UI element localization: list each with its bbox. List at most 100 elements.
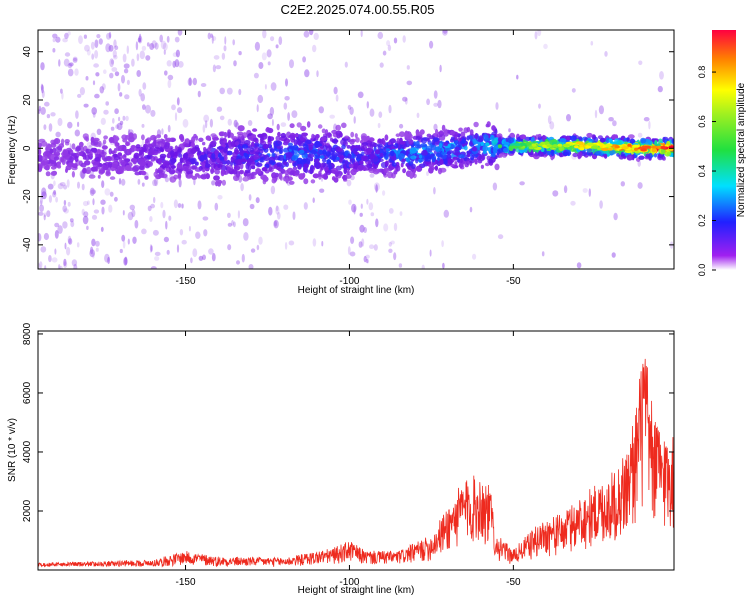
spectrogram-ridge-cell	[457, 137, 462, 142]
spectrogram-ridge-cell	[300, 125, 307, 132]
spectrogram-ridge-cell	[150, 155, 156, 162]
spectrogram-ridge-cell	[235, 141, 240, 146]
spectrogram-noise-cell	[304, 69, 310, 78]
spectrogram-noise-cell	[132, 236, 137, 244]
spectrogram-ridge-cell	[267, 127, 274, 134]
spectrogram-ridge-cell	[111, 164, 118, 168]
spectrogram-noise-cell	[177, 107, 183, 114]
spectrogram-ridge-cell	[74, 155, 79, 163]
spectrogram-ridge-cell	[280, 168, 286, 174]
spectrogram-noise-cell	[137, 35, 143, 44]
spectrogram-noise-cell	[350, 236, 355, 244]
spectrogram-ridge-cell	[247, 165, 252, 171]
spectrogram-ridge-cell	[383, 167, 390, 174]
spectrogram-noise-cell	[406, 80, 413, 86]
spectrogram-noise-cell	[363, 227, 368, 233]
spectrogram-noise-cell	[255, 197, 260, 204]
spectrogram-noise-cell	[121, 234, 126, 242]
spectrogram-noise-cell	[508, 128, 511, 133]
spectrogram-ridge-cell	[226, 150, 233, 156]
spectrogram-ridge-cell	[645, 153, 651, 159]
spectrogram-noise-cell	[55, 196, 58, 203]
spectrogram-ridge-cell	[242, 144, 248, 149]
spectrogram-ridge-cell	[400, 162, 404, 168]
snr-x-tick-label: -150	[176, 577, 196, 588]
spectrogram-noise-cell	[216, 106, 223, 112]
spectrogram-ridge-cell	[124, 135, 130, 140]
spectrogram-ridge-cell	[497, 137, 502, 143]
spectrogram-noise-cell	[388, 208, 394, 214]
spectrogram-ridge-cell	[268, 166, 273, 171]
spectrogram-core-cell	[660, 146, 667, 150]
spectrogram-ridge-cell	[101, 145, 108, 150]
spectrogram-ridge-cell	[123, 146, 127, 154]
spectrogram-noise-cell	[150, 266, 157, 269]
spectrogram-noise-cell	[404, 97, 408, 105]
spectrogram-ridge-cell	[419, 129, 425, 135]
spectrogram-noise-cell	[534, 31, 538, 40]
spectrogram-ridge-cell	[469, 129, 474, 136]
spectrogram-ridge-cell	[450, 136, 455, 141]
spectrogram-noise-cell	[100, 117, 106, 125]
spectrogram-noise-cell	[94, 39, 99, 48]
colorbar-label: Normalized spectral amplitude	[736, 82, 747, 217]
spectrogram-noise-cell	[89, 187, 95, 196]
spectrogram-noise-cell	[226, 87, 233, 95]
spectrogram-noise-cell	[142, 104, 146, 110]
spectrogram-noise-cell	[154, 256, 160, 261]
spectrogram-ridge-cell	[626, 137, 630, 142]
spectrogram-ridge-cell	[485, 142, 490, 147]
spectrogram-ridge-cell	[309, 167, 314, 175]
spectrogram-noise-cell	[101, 206, 105, 215]
spectrogram-noise-cell	[168, 215, 172, 221]
spectrogram-heatmap	[38, 30, 674, 269]
spectrogram-noise-cell	[57, 264, 61, 269]
spectrogram-noise-cell	[107, 256, 110, 264]
spectrogram-ridge-cell	[289, 145, 295, 150]
spectrogram-ridge-cell	[153, 139, 157, 147]
spectrogram-noise-cell	[233, 119, 238, 128]
spectrogram-ridge-cell	[374, 168, 381, 173]
spectrogram-ridge-cell	[219, 137, 225, 142]
spectrogram-ridge-cell	[463, 145, 468, 151]
spectrogram-ridge-cell	[202, 168, 206, 173]
spectrogram-ridge-cell	[301, 132, 308, 137]
spectrogram-ridge-cell	[170, 158, 177, 164]
spectrogram-noise-cell	[44, 101, 50, 107]
spectrogram-noise-cell	[113, 39, 117, 48]
spectrogram-ridge-cell	[133, 164, 140, 172]
spectrogram-noise-cell	[125, 115, 129, 122]
spectrogram-ridge-cell	[133, 152, 140, 159]
spectrogram-ridge-cell	[210, 140, 217, 146]
spectrogram-ridge-cell	[346, 145, 351, 149]
spectrogram-ridge-cell	[395, 164, 401, 172]
spectrogram-noise-cell	[570, 200, 576, 206]
spectrogram-ridge-cell	[70, 163, 77, 168]
spectrogram-ridge-cell	[50, 160, 57, 164]
snr-y-tick-label: 4000	[22, 440, 33, 463]
spectrogram-noise-cell	[141, 139, 145, 146]
spectrogram-ridge-cell	[116, 145, 121, 152]
spectrogram-noise-cell	[643, 117, 650, 122]
spectrogram-ridge-cell	[588, 152, 593, 157]
spectrogram-ridge-cell	[158, 143, 165, 149]
spectrogram-ridge-cell	[58, 143, 65, 149]
spectrogram-ridge-cell	[230, 140, 236, 148]
spectrogram-noise-cell	[40, 246, 47, 253]
spectrogram-noise-cell	[52, 48, 56, 53]
spectrogram-noise-cell	[312, 44, 317, 53]
spectrogram-noise-cell	[59, 265, 63, 269]
spectrogram-ridge-cell	[104, 156, 112, 161]
spectrogram-noise-cell	[57, 225, 63, 234]
spectrogram-ridge-cell	[128, 132, 134, 140]
spectrogram-noise-cell	[99, 86, 105, 94]
spectrogram-ridge-cell	[50, 165, 57, 170]
spectrogram-ridge-cell	[156, 134, 162, 139]
spectrogram-ridge-cell	[485, 123, 490, 128]
spectrogram-noise-cell	[393, 37, 398, 44]
spectrogram-ridge-cell	[184, 143, 190, 148]
spectrogram-ridge-cell	[314, 154, 319, 160]
spectrogram-noise-cell	[608, 117, 614, 122]
spectrogram-ridge-cell	[418, 154, 423, 159]
spectrogram-noise-cell	[284, 96, 290, 101]
